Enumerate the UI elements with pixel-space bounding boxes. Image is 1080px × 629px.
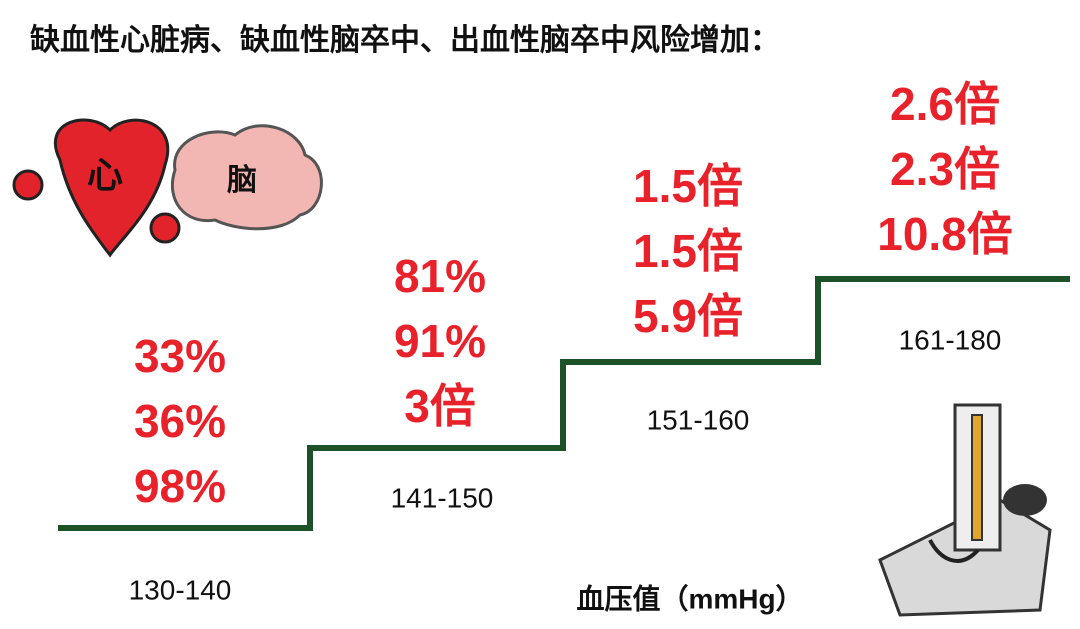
range-label: 130-140 [129,574,232,605]
range-label: 151-160 [647,404,750,435]
risk-label: 2.3倍 [890,143,1000,195]
range-label: 141-150 [391,482,494,513]
sphygmomanometer-icon [878,403,1052,617]
risk-label: 5.9倍 [633,290,743,342]
risk-label: 98% [134,460,226,512]
risk-label: 1.5倍 [633,225,743,277]
risk-label: 3倍 [404,380,476,432]
risk-label: 36% [134,395,226,447]
risk-label: 1.5倍 [633,160,743,212]
heart-label: 心 [87,155,123,196]
brain-label: 脑 [227,164,257,197]
risk-label: 10.8倍 [877,208,1013,260]
heart-icon: 心 [12,118,181,258]
risk-label: 81% [394,250,486,302]
axis-label: 血压值（mmHg） [576,582,803,614]
title: 缺血性心脏病、缺血性脑卒中、出血性脑卒中风险增加： [30,23,780,57]
risk-label: 91% [394,315,486,367]
brain-icon: 脑 [170,124,323,231]
staircase-line [58,276,1070,531]
risk-label: 33% [134,330,226,382]
risk-label: 2.6倍 [890,78,1000,130]
range-label: 161-180 [899,324,1002,355]
